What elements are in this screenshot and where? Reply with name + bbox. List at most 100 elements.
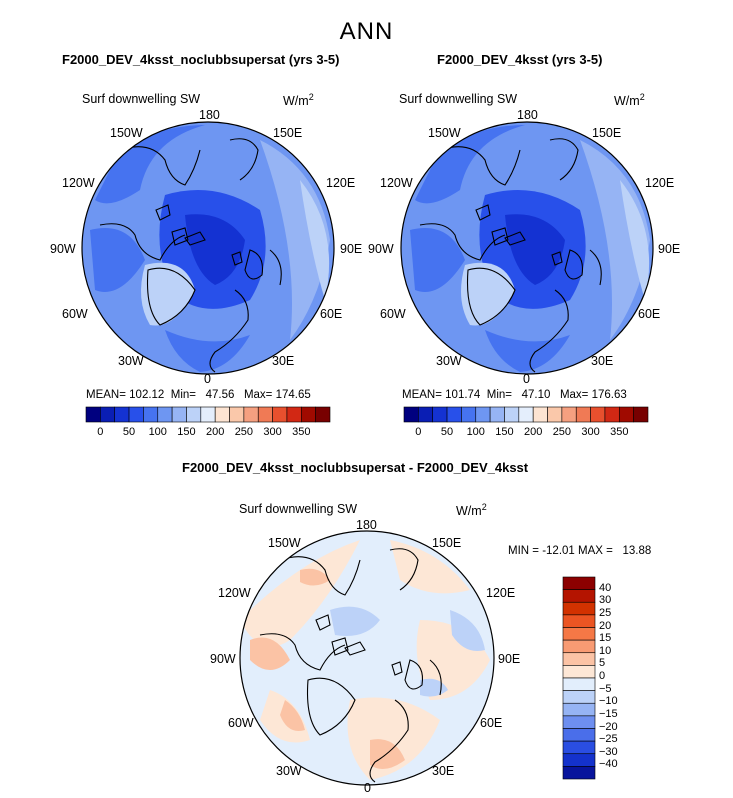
panel3-variable: Surf downwelling SW [239, 502, 358, 516]
panel1-coastlines [99, 138, 282, 373]
panel1-colorbar-tick-label: 200 [205, 426, 225, 438]
panel3-colorbar-swatch [562, 740, 596, 755]
panel2-lon-60e: 60E [638, 307, 661, 321]
panel3-colorbar-tick-label: 0 [599, 670, 606, 682]
panel2-lon-150w: 150W [428, 126, 461, 140]
panel3-colorbar-swatch [562, 702, 596, 717]
panel3-coastlines [259, 548, 442, 783]
panel3-colorbar-swatch [562, 766, 596, 780]
panel2-colorbar-swatch [403, 406, 419, 423]
panel3-colorbar-tick-label: −20 [599, 720, 618, 733]
panel2-colorbar-tick-label: 0 [415, 426, 422, 438]
panel3-lon-180: 180 [356, 518, 377, 532]
panel1-lon-60w: 60W [62, 307, 88, 321]
panel2-colorbar-swatch [618, 406, 634, 423]
panel1-lon-150e: 150E [273, 126, 303, 140]
panel2-colorbar-tick-label: 250 [552, 426, 572, 438]
panel2-colorbar-tick-label: 150 [495, 426, 514, 438]
panel1-colorbar-swatch [200, 406, 216, 423]
panel1-colorbar-swatch [114, 406, 130, 423]
panel2-lon-90w: 90W [368, 242, 394, 256]
panel3-lon-60e: 60E [480, 716, 503, 730]
panel1-lon-120w: 120W [62, 176, 95, 190]
panel3-stats: MIN = -12.01 MAX = 13.88 [508, 545, 652, 557]
panel2-colorbar-swatch [561, 406, 577, 423]
panel1-colorbar-swatch [229, 406, 245, 423]
panel2-colorbar-swatch [604, 406, 620, 423]
panel3-colorbar-tick-label: 30 [599, 594, 612, 607]
panel3-lon-90w: 90W [210, 652, 236, 666]
panel2-colorbar-swatch [475, 406, 491, 423]
panel3-map [240, 531, 494, 785]
panel1-lon-150w: 150W [110, 126, 143, 140]
panel1-stats: MEAN= 102.12 Min= 47.56 Max= 174.65 [86, 389, 311, 401]
panel2-map [401, 122, 653, 374]
panel2-lon-30w: 30W [436, 354, 462, 368]
panel1-colorbar-swatch [143, 406, 159, 423]
panel1-lon-180: 180 [199, 108, 220, 122]
panel3-colorbar-tick-label: 10 [599, 644, 612, 657]
panel3-colorbar-swatch [562, 753, 596, 767]
panel1-colorbar-swatch [243, 406, 259, 423]
panel2-colorbar-swatch [418, 406, 434, 423]
panel3-title: F2000_DEV_4ksst_noclubbsupersat - F2000_… [182, 460, 529, 475]
panel2-lon-0: 0 [523, 372, 530, 386]
panel1-colorbar-swatch [300, 406, 316, 423]
panel2-stats: MEAN= 101.74 Min= 47.10 Max= 176.63 [402, 389, 627, 401]
panel3-units: W/m2 [456, 502, 487, 519]
panel2-colorbar-swatch [504, 406, 520, 423]
panel3-lon-150w: 150W [268, 536, 301, 550]
panel1-lon-30w: 30W [118, 354, 144, 368]
panel2-colorbar-swatch [518, 406, 534, 423]
panel1-colorbar-swatch [272, 406, 288, 423]
panel1-units: W/m2 [283, 92, 314, 109]
panel1-lon-30e: 30E [272, 354, 295, 368]
panel3-colorbar-swatch [562, 665, 596, 679]
panel1-colorbar-swatch [286, 406, 302, 423]
panel3-map-border [239, 530, 495, 786]
panel3-lon-150e: 150E [432, 536, 462, 550]
panel2-colorbar-swatch [633, 406, 649, 423]
panel3-colorbar-swatch [562, 639, 596, 654]
panel2-colorbar-tick-label: 50 [440, 426, 454, 438]
panel1-lon-0: 0 [204, 372, 211, 386]
panel1-colorbar-tick-label: 150 [177, 426, 196, 438]
panel1-colorbar-tick-label: 350 [292, 426, 311, 438]
panel1-colorbar-tick-label: 300 [263, 426, 282, 438]
panel2-colorbar-swatch [489, 406, 505, 423]
panel1-lon-90w: 90W [50, 242, 76, 256]
panel3-lon-0: 0 [364, 781, 371, 795]
panel3-colorbar-tick-label: −40 [599, 758, 618, 771]
panel3-lon-30w: 30W [276, 764, 302, 778]
panel2-lon-90e: 90E [658, 242, 681, 256]
panel3-colorbar-swatch [562, 601, 596, 616]
panel1-colorbar-tick-label: 100 [148, 426, 167, 438]
panel3-colorbar-swatch [562, 589, 596, 603]
panel2-lon-120e: 120E [645, 176, 675, 190]
panel3-colorbar-tick-label: 25 [599, 606, 612, 619]
panel3-colorbar-swatch [562, 652, 596, 666]
panel1-colorbar-tick-label: 250 [234, 426, 254, 438]
panel2-colorbar-swatch [532, 406, 548, 423]
panel1-colorbar-swatch [128, 406, 144, 423]
panel2-colorbar-swatch [547, 406, 563, 423]
panel2-title: F2000_DEV_4ksst (yrs 3-5) [437, 52, 603, 67]
panel3-colorbar-swatch [562, 576, 596, 590]
panel1-colorbar-swatch [315, 406, 331, 423]
panel2-colorbar-tick-label: 100 [466, 426, 485, 438]
panel1-lon-120e: 120E [326, 176, 356, 190]
panel1-colorbar-swatch [257, 406, 273, 423]
panel1-colorbar-swatch [85, 406, 101, 423]
panel3-colorbar-swatch [562, 614, 596, 628]
panel1-colorbar-swatch [171, 406, 187, 423]
panel3-lon-120w: 120W [218, 586, 251, 600]
panel2-colorbar-tick-label: 200 [523, 426, 543, 438]
panel3-lon-120e: 120E [486, 586, 516, 600]
panel1-lon-60e: 60E [320, 307, 343, 321]
panel1-colorbar-swatch [186, 406, 202, 423]
panel3-lon-60w: 60W [228, 716, 254, 730]
panel2-lon-60w: 60W [380, 307, 406, 321]
panel2-colorbar-swatch [432, 406, 448, 423]
